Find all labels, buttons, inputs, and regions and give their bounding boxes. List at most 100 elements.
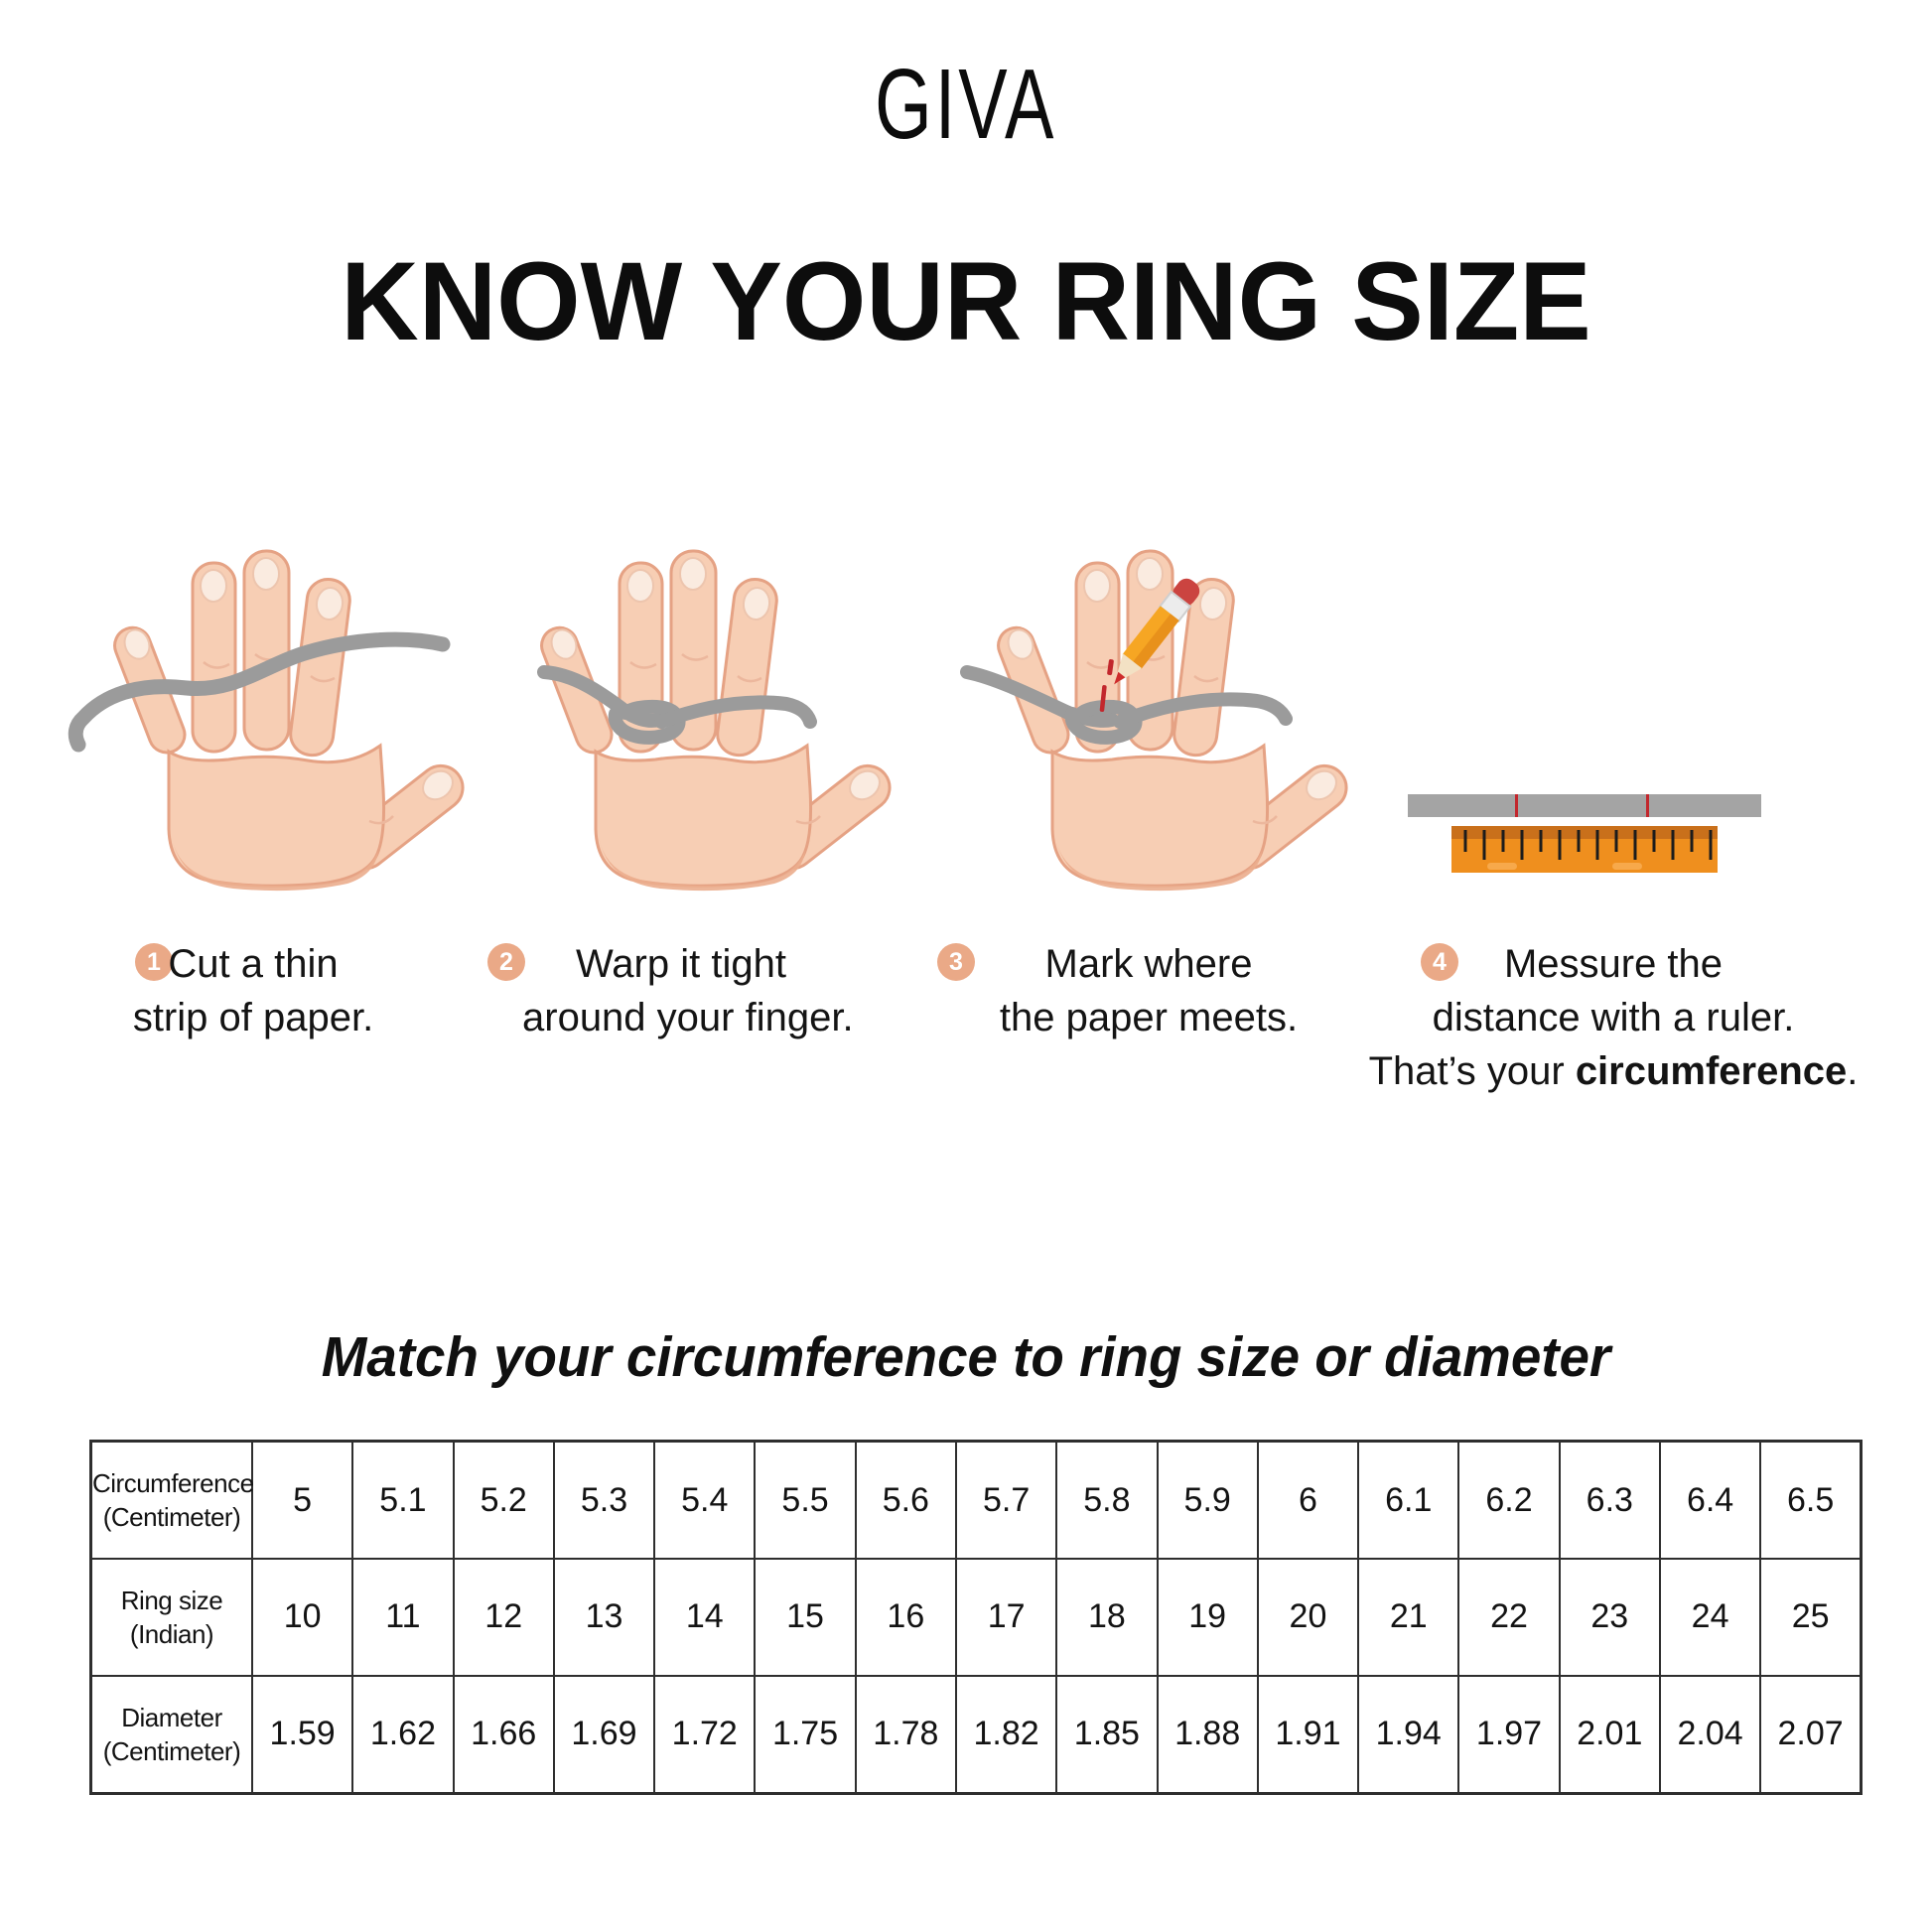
step-1-illustration [68,541,474,893]
table-cell: 24 [1658,1558,1762,1677]
table-cell: 5.3 [552,1440,656,1561]
table-cell: 1.72 [653,1674,757,1795]
table-cell: 5.4 [653,1440,757,1561]
table-cell: 1.69 [552,1674,656,1795]
table-cell: 19 [1156,1558,1259,1677]
table-cell: 5.9 [1156,1440,1259,1561]
table-cell: 1.94 [1357,1674,1460,1795]
paper-strip-flat [1408,794,1761,817]
caption-line: strip of paper. [132,996,374,1039]
table-cell: 5.7 [954,1440,1058,1561]
step-4-caption: Messure the distance with a ruler. That’… [1355,937,1871,1098]
table-cell: 5 [250,1440,354,1561]
table-cell: 16 [854,1558,957,1677]
caption-line: Warp it tight [576,942,786,986]
table-cell: 6.1 [1357,1440,1460,1561]
table-cell: 1.97 [1457,1674,1561,1795]
caption-line: distance with a ruler. [1432,996,1795,1039]
table-cell: 21 [1357,1558,1460,1677]
caption-line: Mark where [1044,942,1253,986]
diameter-row: Diameter (Centimeter) 1.59 1.62 1.66 1.6… [89,1674,1863,1795]
paper-strip-wrapped [537,665,817,745]
table-heading: Match your circumference to ring size or… [321,1325,1611,1389]
table-cell: 1.59 [250,1674,354,1795]
row-label-line: (Centimeter) [102,1735,241,1766]
table-cell: 6.4 [1658,1440,1762,1561]
row-label-line: Ring size [120,1585,223,1615]
row-label-diameter: Diameter (Centimeter) [89,1674,253,1795]
pencil-icon [1114,578,1200,685]
table-cell: 6.2 [1457,1440,1561,1561]
red-mark-left [1515,794,1518,817]
table-cell: 23 [1558,1558,1661,1677]
table-cell: 13 [552,1558,656,1677]
table-cell: 17 [954,1558,1058,1677]
table-cell: 5.6 [854,1440,957,1561]
circumference-row: Circumference (Centimeter) 5 5.1 5.2 5.3… [89,1440,1863,1561]
table-cell: 1.91 [1256,1674,1360,1795]
table-cell: 1.85 [1055,1674,1159,1795]
row-label-line: Diameter [121,1702,222,1732]
table-cell: 1.66 [452,1674,555,1795]
step-4-badge: 4 [1421,943,1458,981]
hand-with-paper-strip-icon [68,549,474,893]
row-label-line: Circumference [92,1468,254,1499]
caption-line: That’s your circumference. [1355,1044,1871,1098]
row-label-ring-size: Ring size (Indian) [89,1558,253,1677]
table-cell: 6.3 [1558,1440,1661,1561]
ring-size-table: Circumference (Centimeter) 5 5.1 5.2 5.3… [89,1440,1863,1795]
step-3-caption: Mark where the paper meets. [990,937,1308,1044]
step-2-illustration [496,541,900,893]
ruler-icon [1451,826,1718,873]
brand-logo: GIVA [0,48,1932,162]
step-3-illustration [953,541,1357,893]
table-cell: 15 [754,1558,857,1677]
red-mark-right [1646,794,1649,817]
hand-pencil-mark-icon [960,549,1357,893]
ring-size-row: Ring size (Indian) 10 11 12 13 14 15 16 … [89,1558,1863,1677]
table-cell: 2.07 [1759,1674,1863,1795]
step-1-caption: Cut a thin strip of paper. [104,937,402,1044]
caption-line: Cut a thin [168,942,339,986]
step-1-badge: 1 [135,943,173,981]
row-label-line: (Indian) [129,1618,214,1649]
caption-line: around your finger. [522,996,854,1039]
brand-logo-text: GIVA [875,49,1057,160]
table-cell: 12 [452,1558,555,1677]
table-cell: 1.78 [854,1674,957,1795]
table-cell: 18 [1055,1558,1159,1677]
step-2-caption: Warp it tight around your finger. [522,937,854,1044]
table-cell: 5.2 [452,1440,555,1561]
caption-text: . [1847,1049,1859,1093]
table-cell: 1.62 [351,1674,455,1795]
row-label-line: (Centimeter) [102,1502,241,1533]
row-label-circumference: Circumference (Centimeter) [89,1440,254,1561]
table-cell: 5.8 [1055,1440,1159,1561]
table-cell: 5.5 [754,1440,857,1561]
red-mark [1099,659,1114,712]
table-cell: 20 [1256,1558,1360,1677]
table-cell: 2.04 [1658,1674,1762,1795]
caption-line: Messure the [1503,942,1724,986]
table-cell: 6.5 [1759,1440,1863,1561]
step-2-badge: 2 [487,943,525,981]
table-cell: 14 [653,1558,757,1677]
table-cell: 10 [250,1558,354,1677]
page-title: KNOW YOUR RING SIZE [341,239,1591,363]
table-cell: 6 [1256,1440,1360,1561]
ruler-measure-icon [1408,794,1761,873]
hand-strip-wrapped-icon [534,549,900,893]
caption-line: the paper meets. [999,996,1299,1039]
table-cell: 2.01 [1558,1674,1661,1795]
circumference-keyword: circumference [1575,1049,1848,1093]
table-cell: 1.88 [1156,1674,1259,1795]
caption-text: That’s your [1368,1049,1576,1093]
table-cell: 5.1 [351,1440,455,1561]
table-cell: 1.75 [754,1674,857,1795]
step-4-illustration [1390,755,1787,894]
table-cell: 11 [351,1558,455,1677]
paper-strip [68,631,451,753]
table-cell: 1.82 [954,1674,1058,1795]
step-3-badge: 3 [937,943,975,981]
